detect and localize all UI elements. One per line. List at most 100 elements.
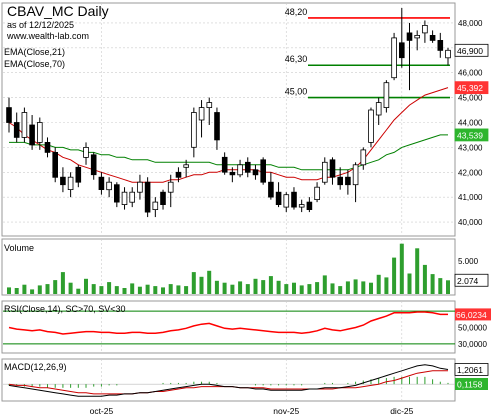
candle[interactable] (29, 124, 35, 146)
volume-bar (338, 286, 343, 294)
candle[interactable] (160, 191, 166, 205)
candle[interactable] (221, 156, 228, 173)
candle[interactable] (198, 107, 205, 121)
volume-bar (7, 287, 11, 294)
ema70-badge-bg (454, 128, 489, 142)
site-url: www.wealth-lab.com (7, 31, 90, 41)
x-axis-month-label: oct-25 (90, 406, 114, 416)
candle[interactable] (60, 176, 66, 186)
level-label: 45,00 (285, 87, 308, 97)
candle[interactable] (152, 201, 159, 211)
volume-last-badge: 2.074 (457, 276, 479, 286)
candle[interactable] (37, 122, 43, 143)
candle[interactable] (6, 107, 12, 123)
candle[interactable] (144, 181, 151, 213)
candle[interactable] (98, 176, 105, 190)
candle[interactable] (260, 159, 266, 183)
price-axis-tick-label: 41,000 (458, 193, 483, 202)
macd-last-badge-bg (454, 363, 489, 376)
volume-bar (292, 282, 296, 294)
candle[interactable] (214, 112, 220, 141)
candle[interactable] (114, 184, 120, 203)
candle[interactable] (422, 24, 428, 34)
candle[interactable] (352, 164, 359, 186)
candle[interactable] (21, 112, 28, 138)
candle[interactable] (329, 159, 336, 178)
candle[interactable] (175, 171, 182, 178)
candle[interactable] (237, 164, 243, 176)
candle[interactable] (314, 186, 320, 200)
candle[interactable] (268, 181, 274, 198)
volume-axis-tick-label: 5.000 (458, 257, 479, 266)
candle[interactable] (337, 176, 343, 186)
volume-bar (84, 278, 88, 294)
candle[interactable] (283, 194, 290, 208)
candle[interactable] (191, 112, 197, 148)
candle[interactable] (252, 169, 259, 176)
volume-label: Volume (4, 243, 35, 253)
candle[interactable] (368, 109, 374, 143)
candle[interactable] (83, 146, 89, 158)
candle[interactable] (121, 191, 128, 205)
rsi-last-badge: 66,0234 (456, 310, 487, 320)
volume-bar (199, 276, 204, 294)
volume-bar (399, 243, 404, 294)
rsi-axis-tick-label: 30,0000 (458, 340, 487, 349)
candle[interactable] (229, 171, 236, 176)
candle[interactable] (52, 151, 58, 178)
candle[interactable] (13, 122, 20, 138)
volume-bar (91, 284, 96, 294)
candle[interactable] (206, 102, 213, 108)
macd-signal-badge-bg (455, 378, 488, 390)
macd-pane[interactable] (1, 358, 456, 402)
candle[interactable] (298, 204, 305, 208)
candle[interactable] (106, 181, 112, 191)
candle[interactable] (167, 181, 174, 193)
macd-signal-badge: 0,1158 (457, 380, 483, 390)
volume-bar (276, 280, 281, 295)
volume-bar (107, 282, 112, 294)
candle[interactable] (375, 102, 382, 116)
candle[interactable] (44, 141, 51, 153)
candle[interactable] (414, 35, 420, 39)
volume-bar (99, 286, 104, 294)
candle[interactable] (445, 49, 451, 59)
volume-bar (415, 248, 420, 294)
candle[interactable] (90, 154, 97, 176)
candle[interactable] (360, 149, 367, 166)
macd-label: MACD(12,26,9) (4, 362, 67, 372)
candle[interactable] (129, 191, 136, 203)
candle[interactable] (291, 191, 297, 208)
last-price-badge-bg (454, 43, 489, 57)
candle[interactable] (137, 181, 143, 193)
candle[interactable] (345, 176, 351, 186)
volume-bar (369, 282, 373, 294)
candle[interactable] (183, 164, 190, 168)
price-axis-tick-label: 42,000 (458, 168, 483, 177)
candle[interactable] (383, 82, 390, 108)
price-axis-tick-label: 45,000 (458, 94, 483, 103)
volume-bar (68, 282, 73, 294)
level-label: 48,20 (285, 7, 308, 17)
candle[interactable] (244, 161, 251, 173)
candle[interactable] (398, 42, 405, 59)
candle[interactable] (75, 166, 82, 183)
candle[interactable] (391, 37, 397, 79)
candle[interactable] (429, 35, 436, 41)
volume-bar (430, 274, 435, 294)
volume-bar (122, 288, 127, 294)
volume-bar (446, 280, 450, 294)
candle[interactable] (437, 40, 444, 51)
candle[interactable] (406, 32, 413, 41)
ema21-badge: 45,392 (457, 83, 483, 93)
price-axis-tick-label: 43,000 (458, 143, 483, 152)
candle[interactable] (275, 191, 282, 205)
ema70-legend: EMA(Close,70) (4, 59, 66, 69)
candle[interactable] (67, 176, 74, 190)
candle[interactable] (306, 201, 313, 211)
volume-bar (191, 272, 196, 294)
volume-bar (253, 278, 258, 294)
price-axis-tick-label: 44,000 (458, 118, 483, 127)
candle[interactable] (321, 161, 328, 183)
x-axis-month-label: nov-25 (273, 406, 299, 416)
